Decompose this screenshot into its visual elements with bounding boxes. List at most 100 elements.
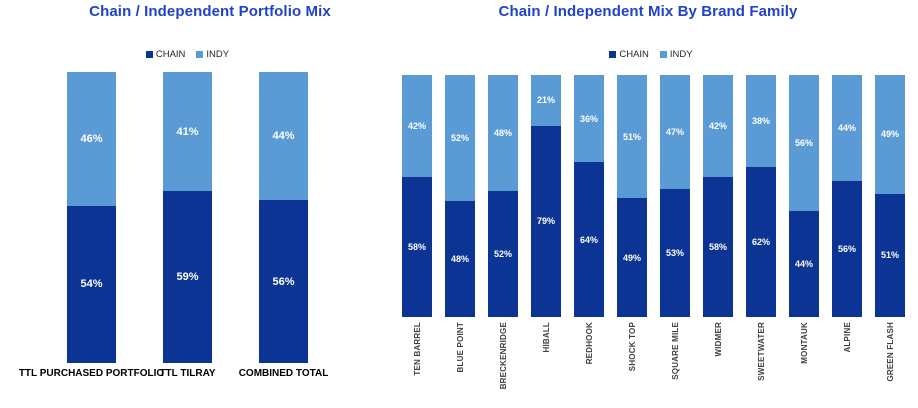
stacked-bar-breckenridge: 48% 52%	[488, 75, 518, 317]
segment-chain-montauk: 44%	[789, 210, 819, 317]
category-label-blue-point: BLUE POINT	[455, 322, 465, 373]
category-label-cell: TTL TILRAY	[159, 368, 215, 379]
value-label-indy: 44%	[272, 130, 295, 143]
category-label-ttl-purchased-portfolio: TTL PURCHASED PORTFOLIO	[18, 368, 165, 379]
stacked-bar-ten-barrel: 42% 58%	[402, 75, 432, 317]
segment-indy-alpine: 44%	[832, 75, 862, 182]
segment-indy-hiball: 21%	[531, 75, 561, 126]
category-label-green-flash: GREEN FLASH	[885, 322, 895, 382]
segment-chain-green-flash: 51%	[875, 193, 905, 317]
segment-chain-sweetwater: 62%	[746, 166, 776, 317]
segment-indy-sweetwater: 38%	[746, 75, 776, 167]
stacked-bar-montauk: 56% 44%	[789, 75, 819, 317]
value-label-chain: 59%	[176, 271, 199, 284]
segment-chain-breckenridge: 52%	[488, 191, 518, 317]
category-label-cell: GREEN FLASH	[875, 322, 905, 406]
value-label-chain: 49%	[622, 252, 641, 263]
category-label-hiball: HIBALL	[541, 322, 551, 353]
segment-indy-widmer: 42%	[703, 75, 733, 177]
legend-item-chain: CHAIN	[609, 49, 649, 60]
value-label-indy: 21%	[536, 95, 555, 106]
stacked-bar-redhook: 36% 64%	[574, 75, 604, 317]
indy-swatch-icon	[659, 51, 667, 58]
stacked-bar-alpine: 44% 56%	[832, 75, 862, 317]
category-label-cell: BLUE POINT	[445, 322, 475, 406]
value-label-indy: 52%	[450, 132, 469, 143]
stacked-bar-ttl-tilray: 41% 59%	[163, 72, 212, 363]
value-label-indy: 42%	[708, 120, 727, 131]
value-label-chain: 64%	[579, 234, 598, 245]
brand-family-legend: CHAIN INDY	[390, 49, 912, 60]
category-label-alpine: ALPINE	[842, 322, 852, 353]
segment-chain-combined-total: 56%	[259, 200, 308, 363]
value-label-indy: 51%	[622, 131, 641, 142]
stacked-bar-blue-point: 52% 48%	[445, 75, 475, 317]
segment-indy-montauk: 56%	[789, 75, 819, 211]
category-label-combined-total: COMBINED TOTAL	[238, 368, 329, 379]
value-label-indy: 38%	[751, 115, 770, 126]
segment-chain-hiball: 79%	[531, 125, 561, 317]
value-label-chain: 79%	[536, 216, 555, 227]
stacked-bar-sweetwater: 38% 62%	[746, 75, 776, 317]
stacked-bar-ttl-purchased-portfolio: 46% 54%	[67, 72, 116, 363]
category-label-cell: HIBALL	[531, 322, 561, 406]
segment-chain-redhook: 64%	[574, 162, 604, 317]
stacked-bar-hiball: 21% 79%	[531, 75, 561, 317]
stacked-bar-shock-top: 51% 49%	[617, 75, 647, 317]
indy-swatch-icon	[196, 51, 204, 58]
segment-chain-widmer: 58%	[703, 176, 733, 317]
category-label-widmer: WIDMER	[713, 322, 723, 357]
value-label-indy: 48%	[493, 128, 512, 139]
category-label-cell: ALPINE	[832, 322, 862, 406]
category-label-cell: SQUARE MILE	[660, 322, 690, 406]
segment-indy-breckenridge: 48%	[488, 75, 518, 192]
category-label-montauk: MONTAUK	[799, 322, 809, 364]
value-label-chain: 48%	[450, 253, 469, 264]
segment-indy-ten-barrel: 42%	[402, 75, 432, 177]
segment-chain-alpine: 56%	[832, 181, 862, 317]
legend-label-indy: INDY	[206, 49, 230, 60]
value-label-chain: 58%	[708, 241, 727, 252]
value-label-indy: 49%	[880, 129, 899, 140]
value-label-chain: 51%	[880, 250, 899, 261]
value-label-indy: 42%	[407, 120, 426, 131]
category-label-sweetwater: SWEETWATER	[756, 322, 766, 381]
category-label-cell: MONTAUK	[789, 322, 819, 406]
segment-chain-ttl-tilray: 59%	[163, 191, 212, 363]
value-label-indy: 41%	[176, 125, 199, 138]
segment-chain-square-mile: 53%	[660, 188, 690, 317]
value-label-chain: 44%	[794, 258, 813, 269]
value-label-indy: 47%	[665, 126, 684, 137]
segment-indy-combined-total: 44%	[259, 72, 308, 201]
category-label-cell: WIDMER	[703, 322, 733, 406]
category-label-cell: REDHOOK	[574, 322, 604, 406]
segment-indy-ttl-purchased-portfolio: 46%	[67, 72, 116, 206]
brand-family-title: Chain / Independent Mix By Brand Family	[498, 3, 798, 20]
value-label-chain: 62%	[751, 236, 770, 247]
value-label-chain: 52%	[493, 249, 512, 260]
portfolio-plot-area: 46% 54% 41% 59% 44% 56%	[67, 72, 308, 363]
value-label-chain: 56%	[272, 275, 295, 288]
category-label-cell: SHOCK TOP	[617, 322, 647, 406]
legend-label-indy: INDY	[669, 49, 693, 60]
stacked-bar-combined-total: 44% 56%	[259, 72, 308, 363]
legend-item-indy: INDY	[659, 49, 693, 60]
stacked-bar-widmer: 42% 58%	[703, 75, 733, 317]
stacked-bar-green-flash: 49% 51%	[875, 75, 905, 317]
value-label-chain: 58%	[407, 241, 426, 252]
brand-family-plot-area: 42% 58% 52% 48% 48% 52% 21% 79% 36% 64% 51% 49% 47% 5…	[402, 75, 905, 317]
value-label-chain: 56%	[837, 244, 856, 255]
legend-item-chain: CHAIN	[145, 49, 186, 60]
segment-indy-blue-point: 52%	[445, 75, 475, 201]
category-label-redhook: REDHOOK	[584, 322, 594, 365]
brand-family-panel: Chain / Independent Mix By Brand Family …	[390, 0, 918, 408]
chain-swatch-icon	[145, 51, 153, 58]
value-label-indy: 44%	[837, 123, 856, 134]
category-label-cell: TTL PURCHASED PORTFOLIO	[19, 368, 164, 379]
portfolio-category-axis: TTL PURCHASED PORTFOLIO TTL TILRAY COMBINE…	[19, 368, 329, 379]
legend-label-chain: CHAIN	[155, 49, 186, 60]
category-label-breckenridge: BRECKENRIDGE	[498, 322, 508, 390]
value-label-indy: 56%	[794, 137, 813, 148]
legend-item-indy: INDY	[196, 49, 229, 60]
